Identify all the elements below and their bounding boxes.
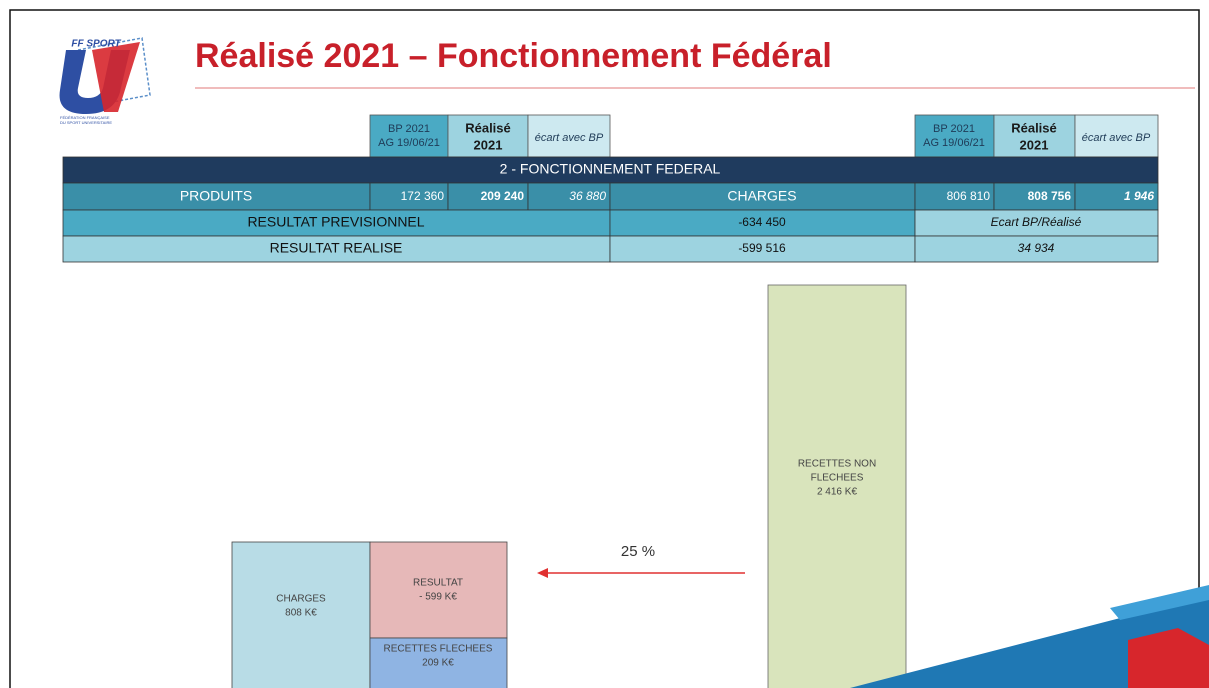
table-body xyxy=(62,156,1159,263)
box-label: RECETTES FLECHEES xyxy=(384,644,493,655)
cell-text: 209 240 xyxy=(481,189,525,203)
section-title: 2 - FONCTIONNEMENT FEDERAL xyxy=(500,161,721,177)
logo-text: FF SPORT xyxy=(71,39,121,50)
logo-red xyxy=(92,42,140,112)
decor-light xyxy=(1110,585,1209,620)
slide-frame xyxy=(9,9,1200,688)
box-label: RESULTAT xyxy=(413,578,463,589)
box-label: 209 K€ xyxy=(422,658,454,669)
cell-text: 36 880 xyxy=(569,189,606,203)
header-text: Réalisé xyxy=(465,120,511,135)
cell-text: RESULTAT PREVISIONNEL xyxy=(247,214,424,230)
table-header xyxy=(369,114,1159,158)
header-text: AG 19/06/21 xyxy=(923,137,985,149)
cell-text: Ecart BP/Réalisé xyxy=(991,215,1082,229)
cell xyxy=(914,182,995,211)
cell-text: CHARGES xyxy=(727,188,796,204)
recettes-non-flechees-box xyxy=(767,284,907,688)
header-text: Réalisé xyxy=(1011,120,1057,135)
arrow-head xyxy=(537,568,548,578)
cell-text: 1 946 xyxy=(1124,189,1154,203)
cell xyxy=(609,235,916,263)
header-text: AG 19/06/21 xyxy=(378,137,440,149)
cell xyxy=(527,182,611,211)
cell xyxy=(1074,182,1159,211)
cell-text: -599 516 xyxy=(738,241,786,255)
header-text: écart avec BP xyxy=(535,132,604,144)
cell-text: 172 360 xyxy=(401,189,445,203)
cell xyxy=(369,182,449,211)
charges-box xyxy=(231,541,371,688)
header-cell xyxy=(527,114,611,158)
recettes-flechees-box xyxy=(369,637,508,688)
header-text: BP 2021 xyxy=(933,123,975,135)
header-text: écart avec BP xyxy=(1082,132,1151,144)
logo-subtitle: FÉDÉRATION FRANÇAISE xyxy=(60,115,110,120)
header-text: 2021 xyxy=(474,137,503,152)
box-label: - 599 K€ xyxy=(419,592,457,603)
cell-text: 806 810 xyxy=(947,189,991,203)
box-label: CHARGES xyxy=(276,594,326,605)
logo-frame xyxy=(69,37,151,111)
cell xyxy=(62,209,611,237)
slide-title: Réalisé 2021 – Fonctionnement Fédéral xyxy=(195,37,832,75)
header-cell xyxy=(369,114,449,158)
header-cell xyxy=(993,114,1076,158)
cell xyxy=(914,209,1159,237)
logo: FF SPORT FÉDÉRATION FRANÇAISE DU SPORT U… xyxy=(59,37,151,125)
box-label: RECETTES NON xyxy=(798,459,876,470)
section-row xyxy=(62,156,1159,184)
cell-text: -634 450 xyxy=(738,215,786,229)
cell xyxy=(609,209,916,237)
logo-subtitle: DU SPORT UNIVERSITAIRE xyxy=(60,120,112,125)
cell xyxy=(62,235,611,263)
cell-text: PRODUITS xyxy=(180,188,252,204)
box-label: 808 K€ xyxy=(285,608,317,619)
header-cell xyxy=(1074,114,1159,158)
header-cell xyxy=(914,114,995,158)
cell-text: RESULTAT REALISE xyxy=(270,240,403,256)
header-text: BP 2021 xyxy=(388,123,430,135)
cell-text: 34 934 xyxy=(1018,241,1055,255)
box-label: FLECHEES xyxy=(811,473,864,484)
box-label: 2 416 K€ xyxy=(817,487,857,498)
arrow-label: 25 % xyxy=(621,543,655,560)
resultat-box xyxy=(369,541,508,639)
header-text: 2021 xyxy=(1020,137,1049,152)
cell xyxy=(914,235,1159,263)
decor-red xyxy=(1128,628,1209,688)
cell-text: 808 756 xyxy=(1028,189,1072,203)
